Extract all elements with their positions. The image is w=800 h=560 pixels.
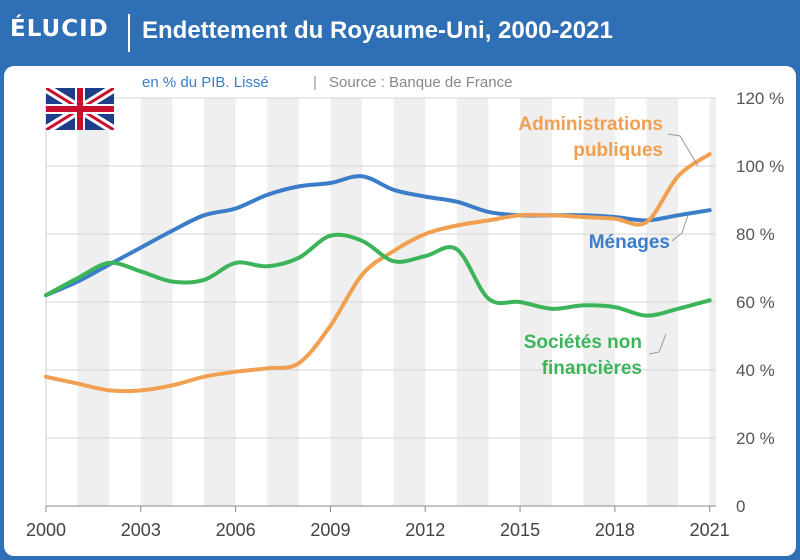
- y-tick-label: 80 %: [736, 225, 775, 244]
- x-tick-label: 2018: [595, 520, 635, 540]
- subtitle-divider: |: [313, 74, 317, 91]
- series-labels: Ménages Administrations publiques Sociétés …: [518, 114, 699, 379]
- y-tick-label: 20 %: [736, 429, 775, 448]
- x-tick-label: 2000: [26, 520, 66, 540]
- label-leader: [667, 133, 699, 167]
- subtitle-row: en % du PIB. Lissé | Source : Banque de …: [142, 74, 512, 91]
- x-tick-label: 2012: [405, 520, 445, 540]
- y-tick-label: 0: [736, 497, 745, 516]
- x-tick-label: 2015: [500, 520, 540, 540]
- y-tick-label: 60 %: [736, 293, 775, 312]
- x-tick-label: 2006: [216, 520, 256, 540]
- axes: 2000 2003 2006 2009 2012 2015 2018 2021: [26, 98, 730, 540]
- line-chart: 0 20 % 40 % 60 % 80 % 100 % 120 % 2000 2003 2006…: [26, 74, 784, 540]
- series-line-1: [44, 152, 712, 394]
- series-label: Sociétés non: [524, 332, 642, 353]
- series-line-2: [44, 232, 712, 318]
- series-label: Ménages: [589, 232, 670, 253]
- series-lines: [44, 152, 712, 394]
- series-label: financières: [542, 358, 642, 379]
- brand-logo: ÉLUCID: [10, 16, 109, 42]
- y-tick-label: 100 %: [736, 157, 784, 176]
- header-bar: ÉLUCID Endettement du Royaume-Uni, 2000-…: [0, 0, 800, 66]
- source-note: Source : Banque de France: [329, 74, 512, 91]
- x-tick-label: 2009: [310, 520, 350, 540]
- header-divider: [128, 14, 130, 52]
- series-label: Administrations: [518, 114, 663, 135]
- series-label: publiques: [573, 140, 663, 161]
- label-leader: [648, 333, 667, 355]
- x-tick-label: 2003: [121, 520, 161, 540]
- x-tick-label: 2021: [690, 520, 730, 540]
- uk-flag-icon: [46, 88, 114, 130]
- y-tick-label: 120 %: [736, 89, 784, 108]
- chart-panel: 0 20 % 40 % 60 % 80 % 100 % 120 % 2000 2003 2006…: [4, 66, 796, 556]
- chart-title: Endettement du Royaume-Uni, 2000-2021: [142, 17, 613, 44]
- label-leader: [671, 214, 689, 242]
- subtitle: en % du PIB. Lissé: [142, 74, 269, 91]
- footer-url: www.elucid.media: [723, 545, 788, 554]
- y-tick-label: 40 %: [736, 361, 775, 380]
